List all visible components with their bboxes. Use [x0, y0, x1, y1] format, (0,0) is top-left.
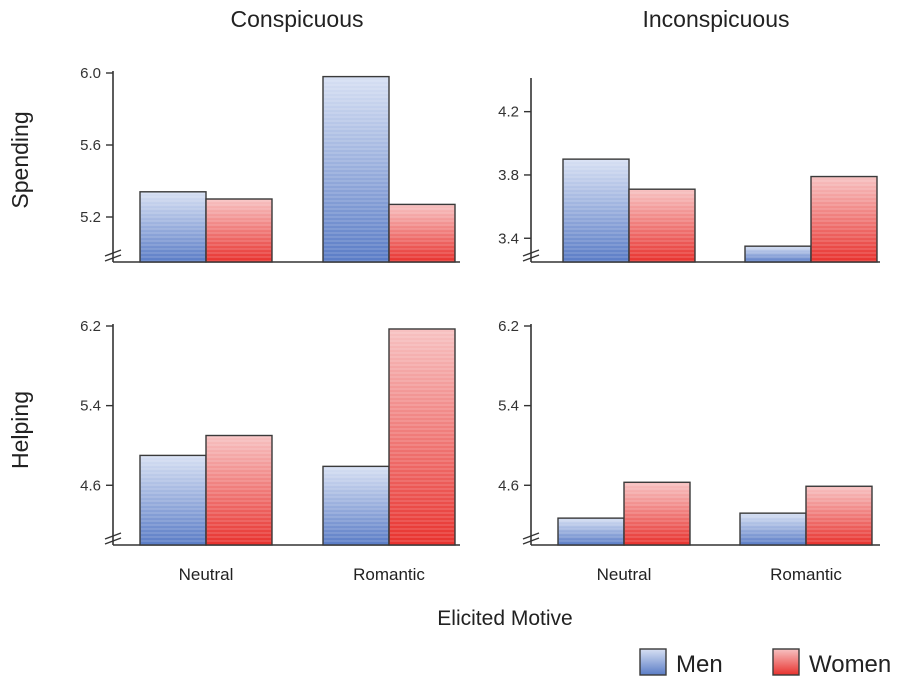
bar-texture [559, 519, 623, 544]
bar-texture [630, 190, 694, 261]
bar-texture [324, 467, 388, 544]
legend-label-women: Women [809, 651, 891, 678]
row-title-helping: Helping [7, 391, 33, 469]
axis-break-mark [522, 249, 540, 257]
axis-break-mark [104, 537, 122, 545]
bar-texture [141, 192, 205, 261]
legend-swatch-men [639, 648, 667, 676]
y-tick-label: 3.4 [498, 230, 519, 247]
y-tick-label: 5.2 [80, 209, 101, 226]
legend-swatch-women [772, 648, 800, 676]
y-tick-label: 5.4 [498, 398, 519, 415]
x-tick-label-romantic: Romantic [770, 565, 842, 584]
y-tick-label: 5.4 [80, 398, 101, 415]
panel-3: 4.6 5.4 6.2 Neutral Romantic [80, 318, 460, 584]
bar-texture [207, 200, 271, 261]
legend-label-men: Men [676, 651, 723, 678]
y-tick-label: 4.2 [498, 104, 519, 121]
x-tick-label-romantic: Romantic [353, 565, 425, 584]
bar-texture [207, 436, 271, 544]
column-title-conspicuous: Conspicuous [231, 6, 364, 32]
y-tick-label: 4.6 [498, 477, 519, 494]
y-tick-label: 6.2 [498, 318, 519, 335]
axis-break-mark [104, 249, 122, 257]
panel-1: 5.2 5.6 6.0 [80, 65, 460, 263]
bar-texture [625, 483, 689, 544]
axis-break-mark [522, 254, 540, 262]
bar-texture [741, 514, 805, 544]
bar-texture [807, 487, 871, 544]
bar-texture [746, 247, 810, 261]
x-tick-label-neutral: Neutral [597, 565, 652, 584]
bar-texture [390, 205, 454, 261]
x-tick-label-neutral: Neutral [179, 565, 234, 584]
panel-4: 4.6 5.4 6.2 Neutral Romantic [498, 318, 880, 584]
y-tick-label: 6.0 [80, 65, 101, 82]
axis-break-mark [522, 537, 540, 545]
x-axis-title: Elicited Motive [437, 607, 572, 630]
column-title-inconspicuous: Inconspicuous [642, 6, 789, 32]
bar-texture [390, 329, 454, 544]
y-tick-label: 3.8 [498, 167, 519, 184]
bar-texture [324, 77, 388, 261]
y-tick-label: 6.2 [80, 318, 101, 335]
bar-texture [812, 177, 876, 261]
axis-break-mark [522, 532, 540, 540]
panel-2: 3.4 3.8 4.2 [498, 78, 880, 263]
y-tick-label: 4.6 [80, 477, 101, 494]
axis-break-mark [104, 254, 122, 262]
axis-break-mark [104, 532, 122, 540]
row-title-spending: Spending [7, 111, 33, 208]
bar-texture [141, 456, 205, 544]
chart-panels: 5.2 5.6 6.0 3.4 3.8 4.2 4.6 5.4 6.2 Neutral Romant… [80, 65, 880, 584]
y-tick-label: 5.6 [80, 137, 101, 154]
legend: Men Women [639, 648, 891, 678]
bar-texture [564, 160, 628, 261]
